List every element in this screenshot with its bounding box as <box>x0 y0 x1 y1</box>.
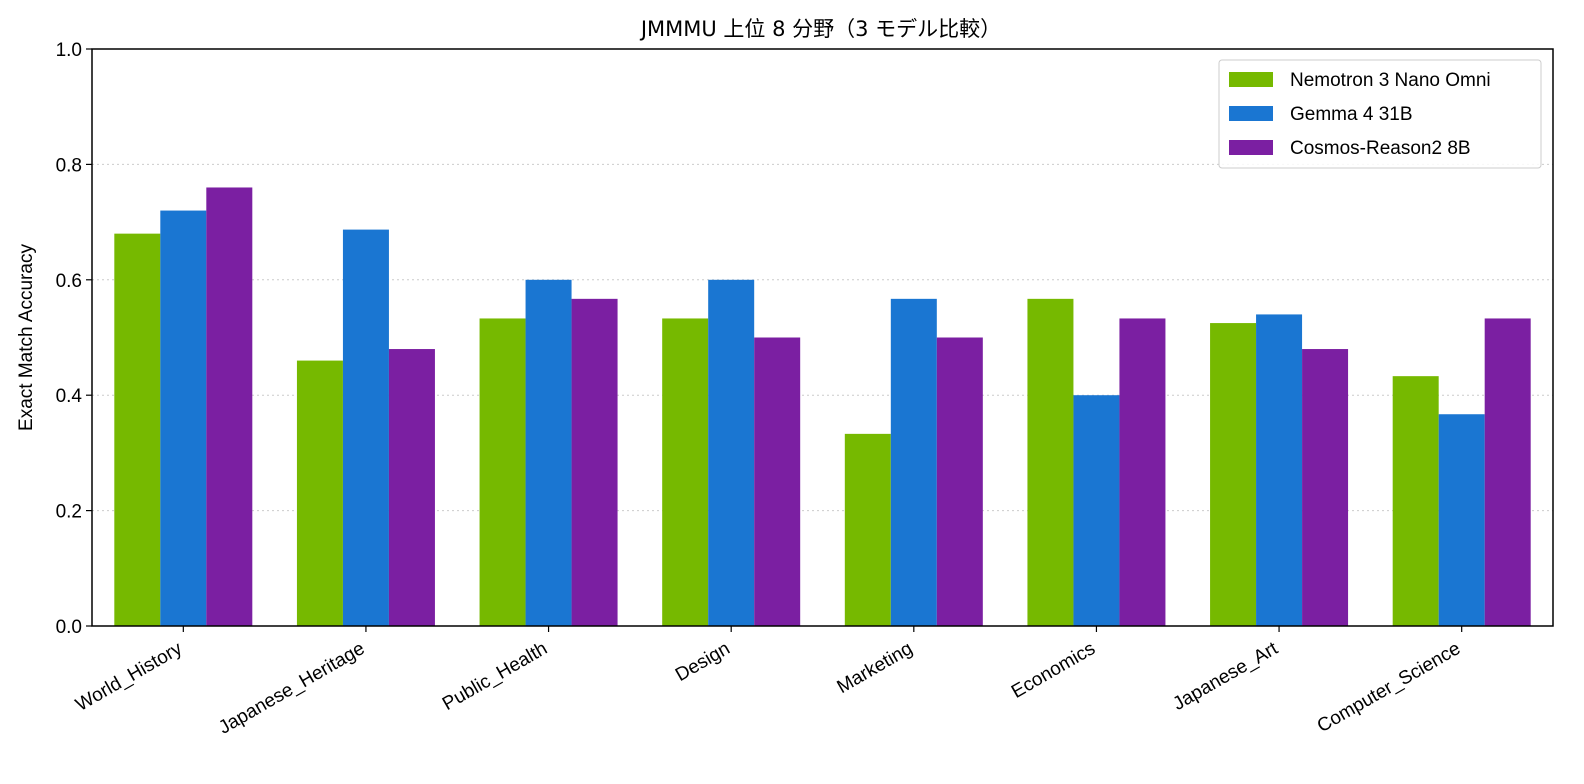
x-tick-label: Japanese_Heritage <box>215 638 368 739</box>
bar-cosmos-reason2-8b-japanese-heritage <box>388 349 435 626</box>
y-tick-label: 0.8 <box>56 155 82 176</box>
x-tick-label: Public_Health <box>439 638 551 715</box>
bar-cosmos-reason2-8b-economics <box>1119 318 1166 626</box>
y-axis: 0.0 0.2 0.4 0.6 0.8 1.0 <box>56 40 92 638</box>
bar-nemotron-3-nano-omni-japanese-art <box>1210 323 1257 626</box>
legend-label: Nemotron 3 Nano Omni <box>1290 70 1491 91</box>
bar-nemotron-3-nano-omni-economics <box>1027 298 1074 626</box>
bar-gemma-4-31b-public-health <box>525 279 572 626</box>
bars <box>114 187 1531 627</box>
bar-cosmos-reason2-8b-japanese-art <box>1302 349 1349 626</box>
y-tick-label: 0.2 <box>56 502 82 523</box>
bar-gemma-4-31b-japanese-art <box>1256 314 1303 626</box>
x-tick-label: Design <box>672 638 734 686</box>
bar-nemotron-3-nano-omni-computer-science <box>1392 376 1439 626</box>
bar-gemma-4-31b-design <box>708 279 755 626</box>
bar-nemotron-3-nano-omni-public-health <box>479 318 526 626</box>
y-tick-label: 0.6 <box>56 271 82 292</box>
bar-gemma-4-31b-computer-science <box>1438 414 1485 626</box>
chart-title: JMMMU 上位 8 分野（3 モデル比較） <box>639 17 1001 41</box>
legend-swatch <box>1229 72 1273 87</box>
bar-cosmos-reason2-8b-design <box>754 337 801 626</box>
y-tick-label: 0.0 <box>56 617 82 638</box>
bar-gemma-4-31b-japanese-heritage <box>342 229 389 626</box>
bar-nemotron-3-nano-omni-world-history <box>114 233 161 626</box>
y-tick-label: 0.4 <box>56 386 83 407</box>
bar-gemma-4-31b-world-history <box>160 210 207 626</box>
x-tick-label: Japanese_Art <box>1170 638 1283 715</box>
legend-label: Cosmos-Reason2 8B <box>1290 138 1471 159</box>
bar-cosmos-reason2-8b-computer-science <box>1484 318 1531 626</box>
bar-cosmos-reason2-8b-world-history <box>206 187 253 627</box>
legend-swatch <box>1229 106 1273 121</box>
y-tick-label: 1.0 <box>56 40 82 61</box>
bar-gemma-4-31b-marketing <box>890 298 937 626</box>
x-tick-label: Computer_Science <box>1314 638 1464 737</box>
legend-box <box>1218 59 1542 169</box>
bar-cosmos-reason2-8b-public-health <box>571 298 618 626</box>
bar-nemotron-3-nano-omni-marketing <box>844 433 891 626</box>
plot-area <box>91 48 1554 627</box>
x-tick-label: Economics <box>1008 638 1099 703</box>
x-axis: World_History Japanese_Heritage Public_Hea… <box>72 626 1464 739</box>
bar-nemotron-3-nano-omni-design <box>662 318 709 626</box>
bar-cosmos-reason2-8b-marketing <box>936 337 983 626</box>
gridlines <box>92 163 1553 512</box>
x-tick-label: Marketing <box>834 638 917 698</box>
bar-gemma-4-31b-economics <box>1073 395 1120 626</box>
legend: Nemotron 3 Nano Omni Gemma 4 31B Cosmos-Re… <box>1218 59 1542 169</box>
legend-swatch <box>1229 140 1273 155</box>
bar-nemotron-3-nano-omni-japanese-heritage <box>296 360 343 626</box>
legend-label: Gemma 4 31B <box>1290 104 1413 125</box>
y-axis-label: Exact Match Accuracy <box>16 244 37 431</box>
x-tick-label: World_History <box>72 638 186 716</box>
